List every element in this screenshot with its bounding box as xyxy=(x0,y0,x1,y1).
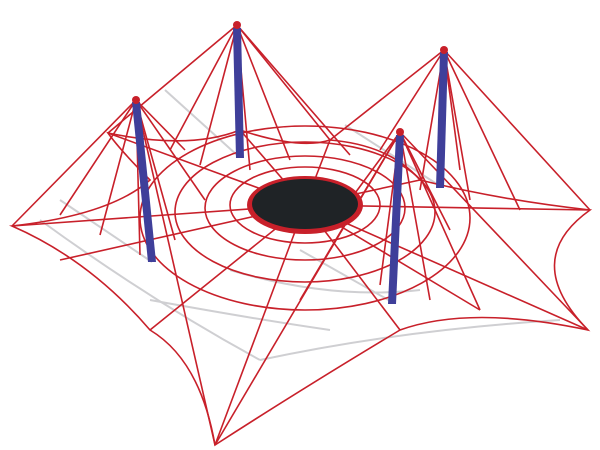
rope xyxy=(169,24,238,151)
rope xyxy=(399,131,589,331)
rope xyxy=(107,24,238,134)
rope xyxy=(399,131,451,231)
rope xyxy=(99,99,137,236)
trampoline xyxy=(247,176,363,234)
ring xyxy=(204,155,406,261)
rope xyxy=(214,131,401,446)
rope xyxy=(59,99,137,216)
rope xyxy=(259,319,561,361)
rope xyxy=(236,24,351,156)
ring xyxy=(252,179,358,229)
pole xyxy=(132,102,156,262)
rope xyxy=(443,49,591,211)
ring xyxy=(139,125,471,311)
rope xyxy=(164,89,238,156)
rope xyxy=(135,99,206,201)
rope xyxy=(59,199,153,263)
rope xyxy=(135,99,186,151)
pole xyxy=(388,135,404,304)
rope xyxy=(39,219,261,361)
rope xyxy=(399,131,481,311)
pole-cap xyxy=(396,128,404,136)
rope xyxy=(304,204,589,331)
rope xyxy=(349,131,401,201)
rope xyxy=(236,24,291,161)
pole xyxy=(233,28,244,158)
rope xyxy=(149,299,331,331)
ring xyxy=(174,141,436,283)
rope xyxy=(135,99,216,446)
poles xyxy=(132,21,448,304)
ring xyxy=(229,166,381,244)
pole-cap xyxy=(440,46,448,54)
pole-cap xyxy=(132,96,140,104)
rope xyxy=(443,49,521,211)
rope xyxy=(236,24,331,141)
rope xyxy=(214,204,306,446)
rope xyxy=(344,124,441,187)
rope xyxy=(11,99,137,227)
rope xyxy=(135,99,176,241)
pole xyxy=(436,52,448,188)
pole-cap xyxy=(233,21,241,29)
rope xyxy=(199,24,238,166)
rope xyxy=(443,49,471,201)
rope xyxy=(399,131,431,301)
rope xyxy=(329,49,445,141)
rope xyxy=(379,49,445,151)
